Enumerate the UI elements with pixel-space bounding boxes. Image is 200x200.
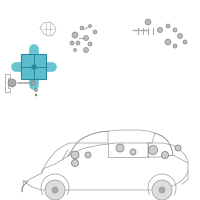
Circle shape bbox=[148, 146, 158, 154]
Circle shape bbox=[8, 79, 16, 87]
FancyBboxPatch shape bbox=[22, 54, 46, 79]
Circle shape bbox=[80, 26, 84, 30]
Circle shape bbox=[32, 65, 36, 69]
Circle shape bbox=[130, 149, 136, 155]
Circle shape bbox=[72, 160, 78, 166]
Circle shape bbox=[76, 41, 80, 45]
Circle shape bbox=[166, 24, 170, 28]
Circle shape bbox=[35, 88, 38, 92]
Circle shape bbox=[71, 151, 79, 159]
Circle shape bbox=[45, 180, 65, 200]
Circle shape bbox=[72, 32, 78, 38]
Circle shape bbox=[93, 30, 97, 34]
Circle shape bbox=[52, 187, 58, 193]
Circle shape bbox=[145, 19, 151, 25]
Circle shape bbox=[165, 39, 171, 45]
Circle shape bbox=[173, 28, 177, 32]
Circle shape bbox=[31, 81, 35, 85]
Circle shape bbox=[88, 24, 92, 27]
Circle shape bbox=[88, 42, 92, 46]
Circle shape bbox=[158, 27, 162, 32]
Circle shape bbox=[175, 145, 181, 151]
Circle shape bbox=[70, 41, 74, 45]
Circle shape bbox=[84, 36, 88, 40]
Circle shape bbox=[152, 180, 172, 200]
Circle shape bbox=[116, 144, 124, 152]
Circle shape bbox=[85, 152, 91, 158]
Circle shape bbox=[173, 44, 177, 48]
Circle shape bbox=[178, 33, 182, 38]
Circle shape bbox=[162, 152, 168, 158]
Circle shape bbox=[159, 187, 165, 193]
Circle shape bbox=[35, 94, 37, 96]
Circle shape bbox=[74, 48, 76, 51]
Circle shape bbox=[84, 47, 88, 52]
Circle shape bbox=[183, 40, 187, 44]
